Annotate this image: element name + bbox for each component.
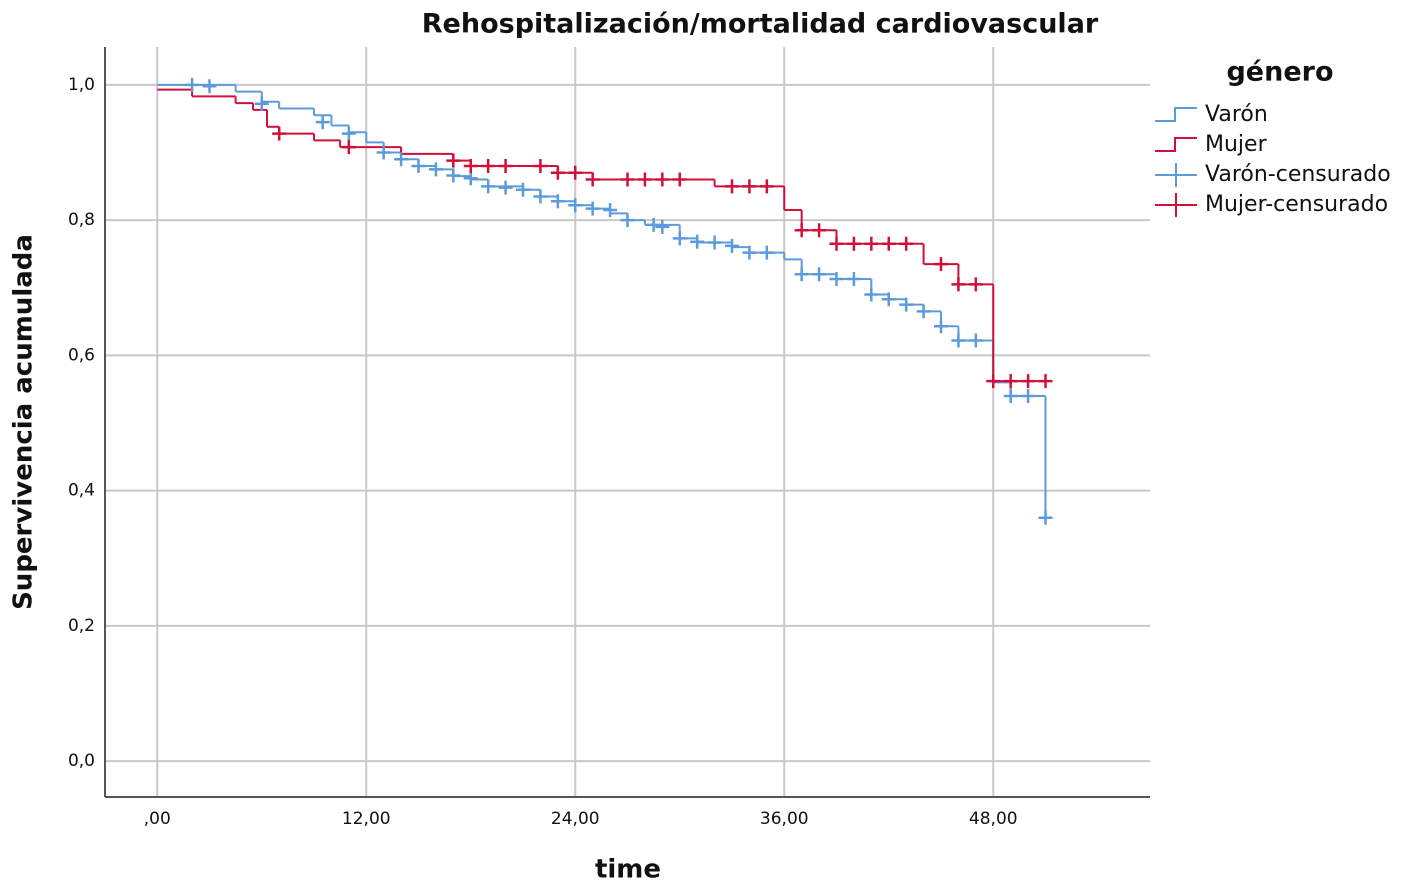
censor-mark: [341, 126, 356, 141]
censor-mark: [742, 179, 757, 194]
censor-mark: [603, 202, 618, 217]
y-tick-label: 1,0: [68, 75, 95, 95]
legend-swatch: [1155, 107, 1197, 122]
censor-mark: [254, 96, 269, 111]
censor-mark: [620, 172, 635, 187]
censor-mark: [916, 304, 931, 319]
censor-mark: [463, 159, 478, 174]
censor-mark: [759, 179, 774, 194]
legend-label: Mujer-censurado: [1205, 192, 1388, 217]
x-tick-label: 36,00: [760, 809, 809, 829]
censor-mark: [568, 165, 583, 180]
censor-mark: [899, 236, 914, 251]
x-axis-label: time: [595, 855, 661, 885]
legend-swatch: [1155, 137, 1197, 152]
censor-mark: [533, 159, 548, 174]
censor-mark: [864, 287, 879, 302]
censor-mark: [446, 153, 461, 168]
censor-mark: [655, 219, 670, 234]
y-tick-label: 0,4: [68, 481, 95, 501]
censor-mark: [968, 277, 983, 292]
x-tick-label: ,00: [144, 809, 171, 829]
censor-mark: [934, 257, 948, 272]
censor-mark: [794, 223, 809, 238]
censor-mark: [655, 172, 670, 187]
censor-mark: [951, 277, 966, 292]
legend-label: Varón: [1205, 102, 1268, 127]
legend-swatch: [1155, 193, 1197, 217]
censor-mark: [794, 267, 809, 282]
censor-mark: [428, 162, 443, 177]
censor-mark: [481, 179, 496, 194]
x-tick-label: 12,00: [342, 809, 391, 829]
legend-title: género: [1226, 57, 1333, 88]
censor-mark: [829, 236, 844, 251]
censor-mark: [637, 172, 652, 187]
censor-mark: [533, 189, 548, 204]
censor-mark: [968, 333, 983, 348]
censor-mark: [498, 159, 513, 174]
legend-label: Mujer: [1205, 132, 1268, 157]
censor-mark: [568, 198, 583, 213]
censor-mark: [1021, 374, 1036, 389]
censor-mark: [881, 236, 896, 251]
censor-mark: [846, 271, 861, 286]
censor-mark: [899, 297, 914, 312]
censor-mark: [481, 159, 496, 174]
y-tick-label: 0,0: [68, 751, 95, 771]
censor-mark: [725, 238, 739, 253]
x-tick-label: 24,00: [551, 809, 600, 829]
x-tick-label: 48,00: [969, 809, 1018, 829]
censor-mark: [829, 271, 844, 286]
censor-mark: [498, 180, 513, 195]
censor-mark: [1038, 510, 1053, 525]
censor-mark: [725, 179, 739, 194]
censor-mark: [620, 213, 635, 228]
y-axis-label: Supervivencia acumulada: [9, 234, 39, 610]
censor-mark: [951, 333, 966, 348]
censor-mark: [411, 159, 426, 174]
legend-label: Varón-censurado: [1205, 162, 1391, 187]
censor-mark: [550, 165, 565, 180]
censor-mark: [812, 223, 827, 238]
censor-mark: [585, 172, 600, 187]
censor-mark: [202, 79, 217, 94]
censor-mark: [672, 172, 687, 187]
censor-mark: [934, 319, 948, 334]
censor-mark: [881, 292, 896, 307]
censor-mark: [394, 152, 409, 167]
y-tick-label: 0,6: [68, 345, 95, 365]
legend-swatch: [1155, 163, 1197, 187]
censor-mark: [846, 236, 861, 251]
censor-mark: [550, 194, 565, 209]
censor-mark: [585, 201, 600, 216]
censor-mark: [446, 168, 461, 183]
censor-mark: [341, 140, 356, 155]
censor-mark: [986, 374, 1001, 389]
censor-mark: [864, 236, 879, 251]
censor-mark: [812, 267, 827, 282]
y-tick-label: 0,8: [68, 210, 95, 230]
censor-mark: [376, 145, 391, 160]
censor-mark: [516, 182, 530, 197]
censor-mark: [690, 234, 705, 249]
censor-mark: [185, 77, 200, 92]
censor-mark: [646, 217, 661, 232]
y-tick-label: 0,2: [68, 616, 95, 636]
censor-mark: [1003, 374, 1018, 389]
censor-mark: [1003, 388, 1018, 403]
censor-mark: [707, 235, 722, 250]
censor-mark: [672, 231, 687, 246]
chart-title: Rehospitalización/mortalidad cardiovascu…: [422, 9, 1099, 40]
censor-mark: [315, 115, 330, 130]
censor-mark: [1038, 374, 1053, 389]
censor-mark: [759, 245, 774, 260]
censor-mark: [272, 126, 287, 141]
censor-mark: [1021, 388, 1036, 403]
censor-mark: [463, 171, 478, 186]
censor-mark: [742, 245, 757, 260]
